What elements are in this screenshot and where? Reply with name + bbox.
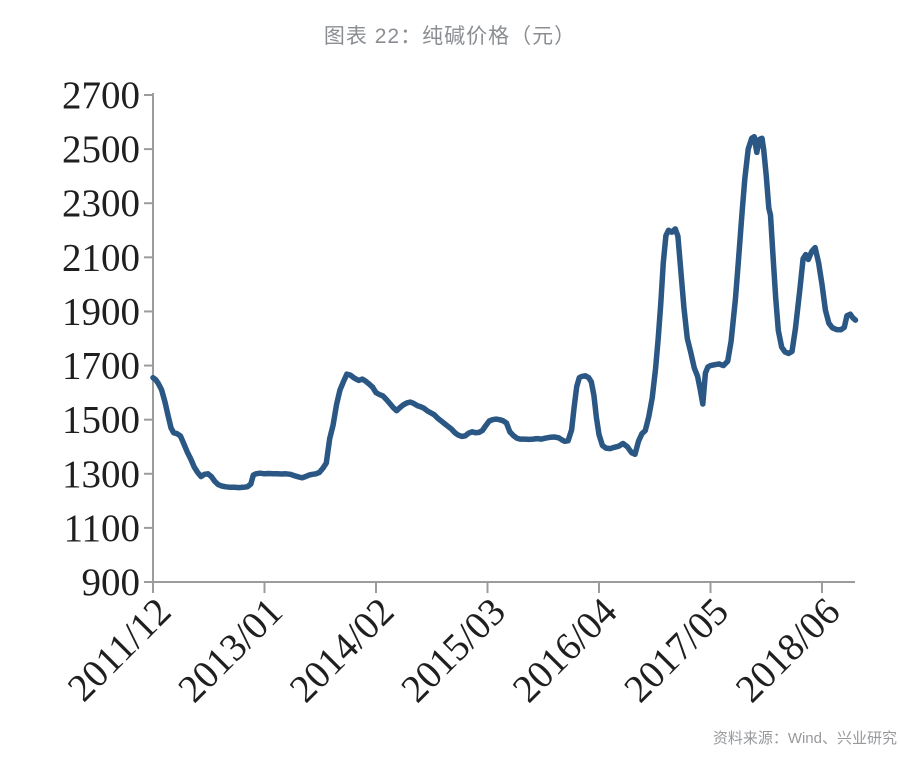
y-tick-label: 1500 [62, 399, 140, 442]
x-tick-label: 2013/01 [170, 590, 291, 711]
y-tick-label: 900 [82, 561, 141, 604]
y-tick-label: 2700 [62, 74, 140, 117]
y-tick-label: 1900 [62, 290, 140, 333]
y-tick-label: 1300 [62, 453, 140, 496]
x-tick-label: 2011/12 [60, 590, 180, 710]
chart-title: 图表 22：纯碱价格（元） [323, 25, 577, 48]
y-tick-label: 1100 [63, 507, 140, 550]
x-tick-label: 2015/03 [393, 590, 514, 711]
x-tick-label: 2016/04 [505, 590, 626, 711]
y-tick-label: 2300 [62, 182, 140, 225]
x-tick-label: 2017/05 [616, 590, 737, 711]
y-tick-label: 2100 [62, 236, 140, 279]
x-tick-label: 2018/06 [728, 590, 849, 711]
y-tick-label: 1700 [62, 345, 140, 388]
price-line [150, 133, 859, 491]
y-tick-label: 2500 [62, 128, 140, 171]
data-source-note: 资料来源：Wind、兴业研究 [712, 730, 897, 747]
x-tick-label: 2014/02 [282, 590, 403, 711]
